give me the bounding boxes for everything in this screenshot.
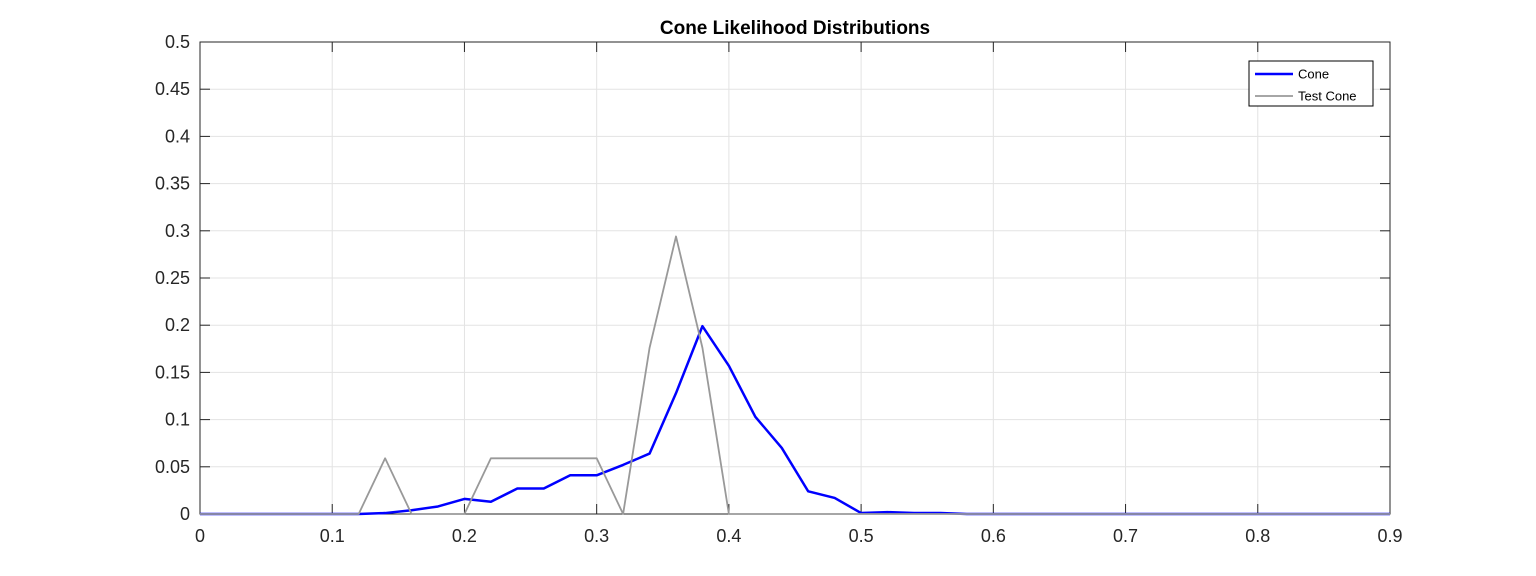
legend-label-test-cone: Test Cone — [1298, 89, 1357, 104]
y-tick-label: 0.4 — [165, 126, 190, 146]
y-tick-label: 0.5 — [165, 32, 190, 52]
y-tick-label: 0.3 — [165, 221, 190, 241]
x-tick-label: 0.9 — [1377, 526, 1402, 546]
y-tick-label: 0 — [180, 504, 190, 524]
x-tick-label: 0.4 — [716, 526, 741, 546]
x-tick-label: 0.3 — [584, 526, 609, 546]
y-tick-label: 0.35 — [155, 174, 190, 194]
x-tick-label: 0.8 — [1245, 526, 1270, 546]
y-tick-label: 0.2 — [165, 315, 190, 335]
legend-box — [1248, 60, 1374, 107]
x-tick-label: 0 — [195, 526, 205, 546]
y-tick-label: 0.25 — [155, 268, 190, 288]
series-line-test-cone — [200, 235, 1390, 515]
x-tick-label: 0.5 — [849, 526, 874, 546]
series-layer — [200, 235, 1390, 516]
x-tick-label: 0.7 — [1113, 526, 1138, 546]
legend-label-cone: Cone — [1298, 67, 1329, 82]
y-tick-label: 0.1 — [165, 410, 190, 430]
y-tick-label: 0.15 — [155, 362, 190, 382]
y-tick-label: 0.05 — [155, 457, 190, 477]
legend: Cone Test Cone — [1248, 60, 1374, 107]
y-tick-label: 0.45 — [155, 79, 190, 99]
axes-layer: 0 0.1 0.2 0.3 0.4 0.5 0.6 0.7 0.8 0.9 0 0.05 0.1 0.15… — [155, 32, 1403, 546]
chart-title: Cone Likelihood Distributions — [660, 18, 930, 39]
x-tick-label: 0.2 — [452, 526, 477, 546]
x-tick-label: 0.1 — [320, 526, 345, 546]
x-tick-label: 0.6 — [981, 526, 1006, 546]
